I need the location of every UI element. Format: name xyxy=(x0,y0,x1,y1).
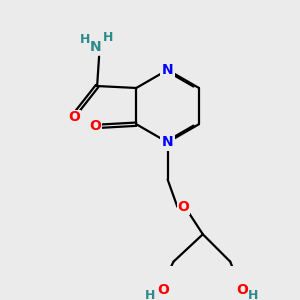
Text: N: N xyxy=(162,135,173,149)
Text: H: H xyxy=(103,31,113,44)
Text: N: N xyxy=(89,40,101,54)
Text: O: O xyxy=(157,283,169,297)
Text: O: O xyxy=(69,110,80,124)
Text: H: H xyxy=(80,33,91,46)
Text: O: O xyxy=(236,283,248,297)
Text: H: H xyxy=(145,290,155,300)
Text: H: H xyxy=(248,290,258,300)
Text: O: O xyxy=(177,200,189,214)
Text: N: N xyxy=(162,63,173,77)
Text: O: O xyxy=(89,119,101,133)
